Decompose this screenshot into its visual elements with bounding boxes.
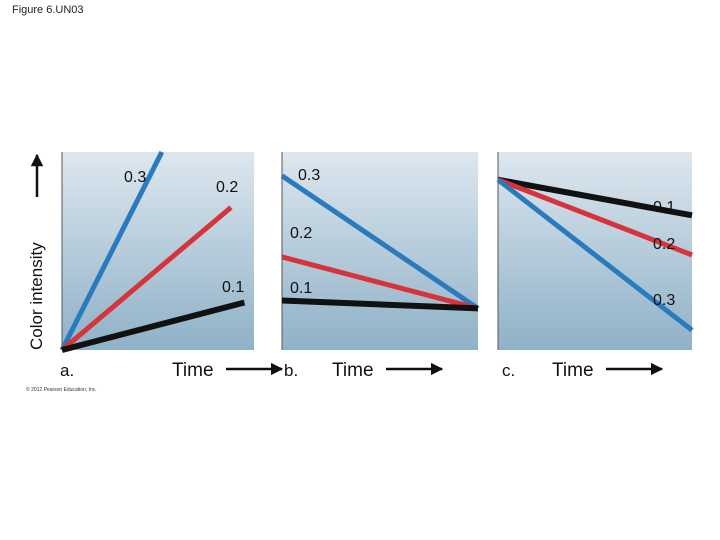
series-line-0-2 — [281, 254, 479, 311]
x-axis-label: Time — [552, 360, 594, 381]
panel-label: c. — [502, 361, 515, 380]
panel-label: b. — [284, 361, 298, 380]
panel-label: a. — [60, 361, 74, 380]
series-line-0-3 — [280, 173, 480, 311]
series-line-0-2 — [60, 205, 233, 352]
x-axis-label: Time — [172, 360, 214, 381]
series-label: 0.2 — [290, 225, 312, 242]
copyright: © 2012 Pearson Education, Inc. — [26, 387, 97, 393]
series-label: 0.3 — [653, 292, 675, 309]
series-line-0-1 — [497, 176, 693, 219]
series-line-0-3 — [59, 150, 165, 352]
x-axis-label: Time — [332, 360, 374, 381]
series-label: 0.1 — [653, 199, 675, 216]
series-line-0-2 — [497, 177, 693, 258]
y-axis-label: Color intensity — [27, 242, 46, 350]
plot-area-1 — [62, 152, 254, 350]
series-label: 0.3 — [298, 167, 320, 184]
figure-label: Figure 6.UN03 — [12, 4, 84, 16]
series-line-0-1 — [61, 299, 246, 353]
series-label: 0.1 — [222, 279, 244, 296]
series-label: 0.2 — [216, 179, 238, 196]
series-label: 0.3 — [124, 169, 146, 186]
series-label: 0.2 — [653, 236, 675, 253]
series-label: 0.1 — [290, 280, 312, 297]
plot-area-2 — [282, 152, 478, 350]
series-line-0-3 — [496, 177, 694, 333]
series-line-0-1 — [281, 297, 479, 312]
